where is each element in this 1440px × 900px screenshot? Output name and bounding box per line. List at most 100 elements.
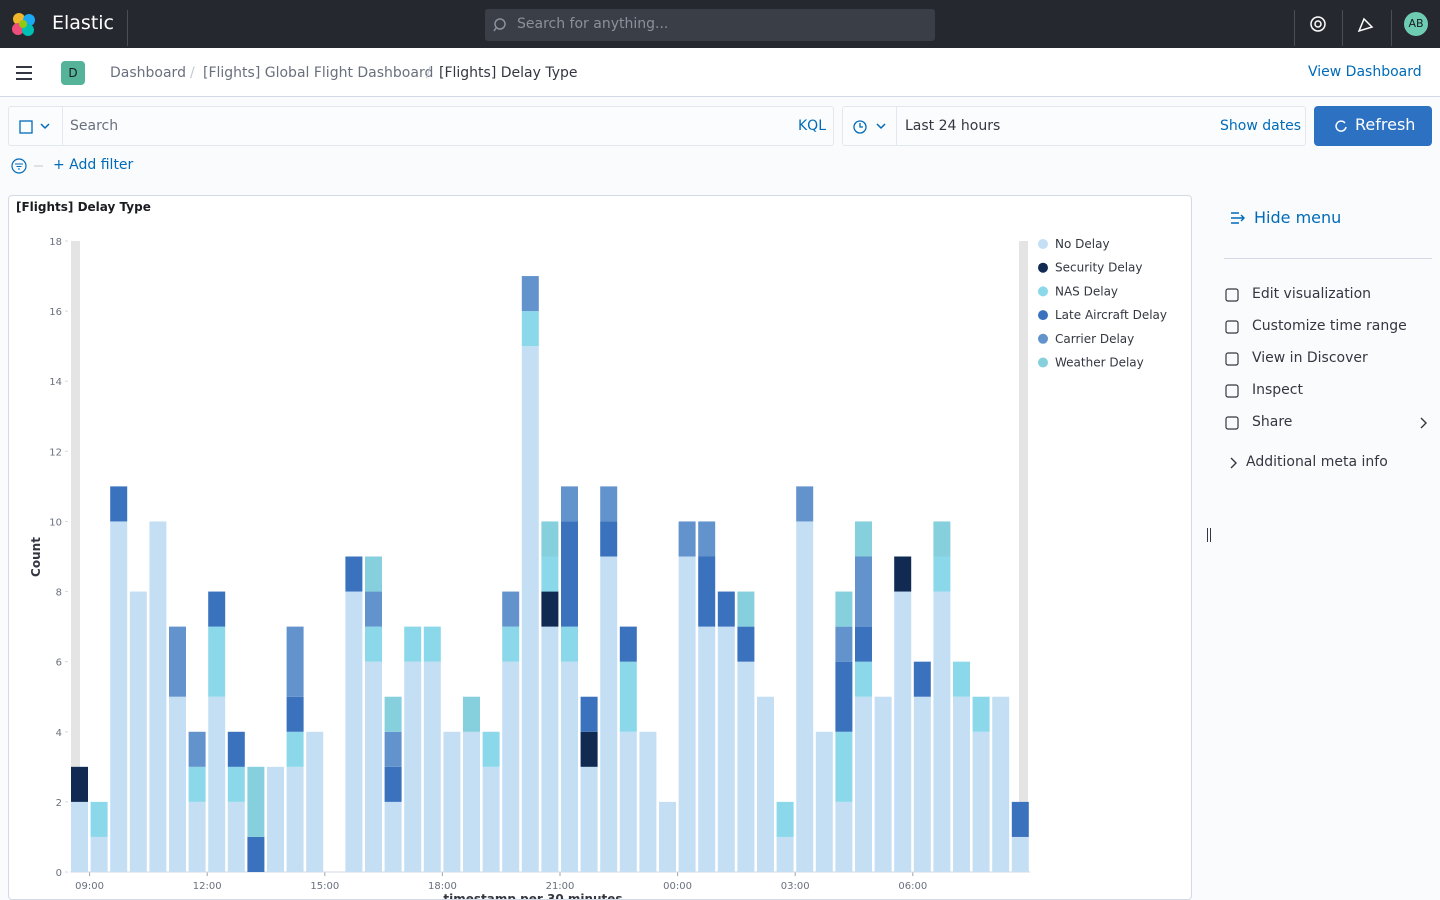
kql-toggle[interactable]: KQL	[798, 118, 826, 134]
hide-menu[interactable]: Hide menu	[1254, 208, 1342, 227]
bar-segment	[619, 661, 637, 732]
bar-segment	[169, 696, 186, 872]
bar-segment	[717, 591, 735, 627]
bar-segment	[619, 731, 637, 872]
bar-segment	[600, 556, 618, 872]
refresh-icon	[1335, 120, 1347, 132]
filter-icon[interactable]	[10, 157, 46, 175]
bar-segment	[835, 591, 853, 627]
time-range[interactable]: Last 24 hours	[905, 118, 1001, 134]
bar-segment	[247, 766, 265, 837]
breadcrumb-bar: D	[0, 48, 1440, 97]
refresh-button[interactable]: Refresh	[1314, 106, 1432, 146]
bar-segment	[110, 486, 128, 522]
news-icon[interactable]	[1357, 15, 1375, 33]
bar-segment	[227, 731, 245, 767]
x-tick-label: 18:00	[428, 881, 457, 892]
bar-segment	[894, 591, 912, 872]
meta-info[interactable]: Additional meta info	[1246, 454, 1388, 470]
y-tick-label: 18	[49, 237, 62, 248]
legend-label: Late Aircraft Delay	[1055, 308, 1167, 322]
bar-segment	[169, 626, 186, 697]
bar-segment	[404, 661, 422, 872]
bar-segment	[933, 556, 951, 592]
bar-segment	[855, 661, 872, 697]
query-input[interactable]: Search	[70, 118, 119, 134]
legend-label: No Delay	[1055, 237, 1110, 251]
bar-segment	[188, 801, 206, 872]
resize-handle[interactable]	[1207, 528, 1211, 542]
brand: Elastic	[52, 12, 115, 34]
bar-segment	[247, 836, 265, 872]
bar-segment	[365, 626, 382, 662]
bar-segment	[286, 626, 304, 697]
chevron	[1230, 457, 1237, 469]
menu-item[interactable]: Customize time range	[1252, 318, 1407, 334]
bar-segment	[698, 556, 716, 627]
y-tick-label: 8	[56, 588, 62, 599]
divider	[1224, 258, 1432, 259]
clock-icon[interactable]	[853, 119, 889, 135]
view-dashboard[interactable]: View Dashboard	[1308, 64, 1422, 80]
divider	[1294, 10, 1295, 46]
bar-segment	[855, 626, 872, 662]
legend-swatch	[1038, 333, 1048, 344]
divider	[1342, 10, 1343, 46]
legend-label: Security Delay	[1055, 261, 1143, 275]
menu-icon[interactable]	[15, 65, 33, 81]
bar-segment	[639, 731, 657, 872]
bar-segment	[365, 556, 382, 592]
menu-item[interactable]: Edit visualization	[1252, 286, 1372, 302]
bar-segment	[384, 766, 402, 802]
bar-segment	[580, 766, 598, 872]
bar-segment	[737, 661, 755, 872]
bar-segment	[541, 521, 559, 557]
bar-segment	[698, 521, 716, 557]
legend-label: Carrier Delay	[1055, 332, 1134, 346]
y-tick-label: 0	[56, 868, 62, 879]
add-filter[interactable]: + Add filter	[53, 157, 134, 173]
bar-segment	[188, 766, 206, 802]
menu-item[interactable]: Inspect	[1252, 382, 1303, 398]
bar-segment	[678, 521, 696, 557]
bar-segment	[404, 626, 422, 662]
legend-swatch	[1038, 239, 1048, 249]
avatar[interactable]: AB	[1404, 12, 1428, 36]
x-tick-label: 06:00	[898, 881, 927, 892]
time-picker: Last 24 hours Show dates	[842, 106, 1306, 146]
global-search[interactable]: Search for anything...	[485, 9, 935, 41]
bar-segment	[1011, 836, 1029, 872]
bar-segment	[286, 766, 304, 872]
divider	[1391, 10, 1392, 46]
saved-query-icon[interactable]	[19, 119, 55, 135]
x-tick-label: 12:00	[193, 881, 222, 892]
menu-item[interactable]: Share	[1252, 414, 1293, 430]
bar-segment	[502, 661, 520, 872]
bar-segment	[796, 521, 814, 872]
menu-item[interactable]: View in Discover	[1252, 350, 1368, 366]
x-tick-label: 03:00	[781, 881, 810, 892]
help-icon[interactable]	[1309, 15, 1327, 33]
bar-segment	[90, 801, 108, 837]
bar-segment	[443, 731, 461, 872]
bar-segment	[953, 661, 970, 697]
legend-swatch	[1038, 310, 1048, 321]
x-tick-label: 21:00	[546, 881, 575, 892]
y-tick-label: 2	[56, 798, 62, 809]
bar-segment	[423, 661, 441, 872]
bar-segment	[208, 626, 226, 697]
show-dates[interactable]: Show dates	[1220, 118, 1302, 134]
breadcrumb[interactable]: [Flights] Global Flight Dashboard	[203, 65, 434, 81]
breadcrumb[interactable]: Dashboard	[110, 65, 186, 81]
bar-segment	[306, 731, 324, 872]
space-badge[interactable]: D	[61, 61, 85, 85]
bar-segment	[953, 696, 970, 872]
chart-title: [Flights] Delay Type	[16, 200, 151, 214]
bar-segment	[561, 521, 578, 627]
legend-swatch	[1038, 262, 1048, 273]
bar-segment	[815, 731, 833, 872]
bar-segment	[678, 556, 696, 872]
divider	[896, 107, 897, 145]
brush-edge	[71, 241, 80, 872]
